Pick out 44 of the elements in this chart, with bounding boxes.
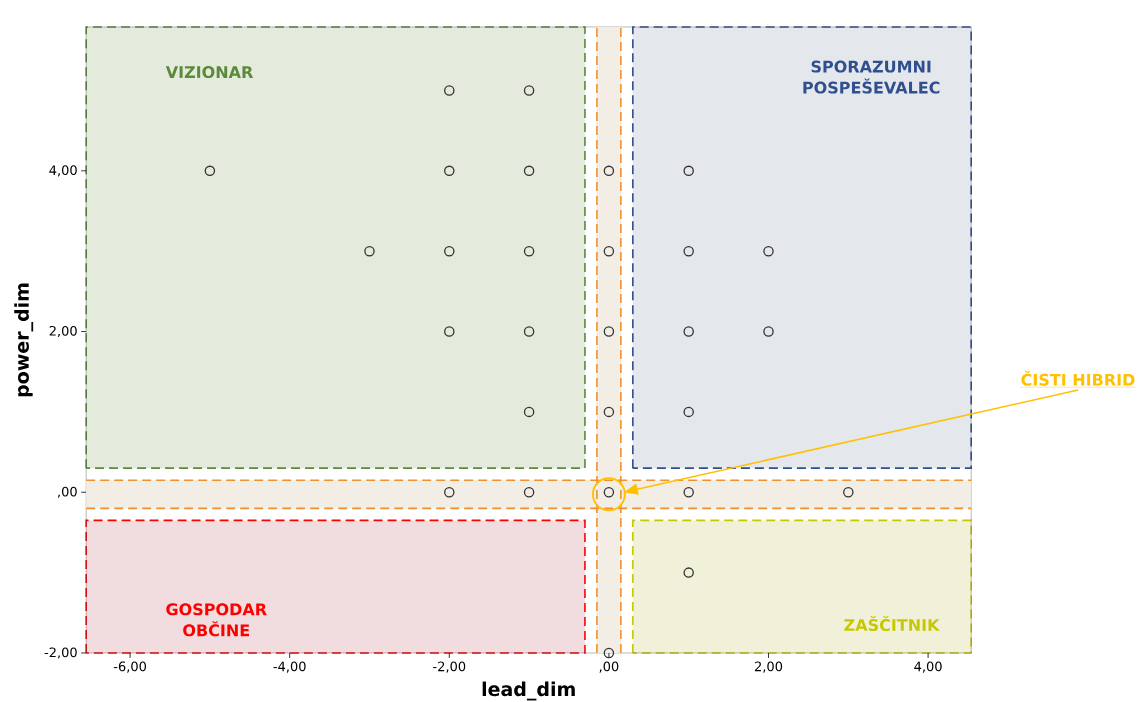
annotation: SPORAZUMNI POSPEŠEVALEC (803, 60, 940, 94)
point (763, 245, 774, 257)
point (444, 165, 455, 177)
point (364, 245, 375, 257)
point (523, 487, 535, 498)
annotation: ZAŠČITNIK (844, 616, 940, 632)
y-tick-label: 4,00 (49, 165, 77, 177)
point (444, 487, 455, 498)
point (843, 487, 854, 498)
point (523, 165, 535, 177)
point (204, 165, 216, 177)
text: ČISTI HIBRID (1021, 370, 1135, 386)
x-tick-label: 4,00 (914, 661, 942, 673)
x-tick-label: 2,00 (754, 661, 783, 673)
point (444, 85, 455, 96)
x-tick-label: ,00 (599, 661, 619, 673)
point (603, 245, 615, 257)
x-axis-title: lead_dim (482, 681, 575, 701)
y-tick-label: 2,00 (49, 325, 77, 338)
point (683, 245, 694, 257)
x-tick-label: -2,00 (433, 661, 466, 673)
point (444, 245, 455, 257)
x-tick-label: -6,00 (113, 661, 147, 673)
point (603, 165, 615, 177)
point (683, 165, 694, 177)
point (683, 487, 694, 498)
point (523, 245, 535, 257)
y-tick-label: -2,00 (44, 647, 77, 659)
point (603, 326, 615, 337)
annotation: GOSPODAR OBČINE (166, 603, 267, 637)
y-axis-title: power_dim (14, 283, 34, 397)
point (603, 406, 615, 418)
x-tick-label: -4,00 (273, 661, 306, 673)
point (763, 326, 774, 337)
y-tick-label: ,00 (57, 486, 77, 498)
point (683, 406, 694, 418)
point (444, 326, 455, 337)
point (523, 406, 535, 418)
point (683, 567, 694, 578)
point (523, 326, 535, 337)
point (603, 647, 615, 659)
point (683, 326, 694, 337)
annotation: VIZIONAR (165, 66, 254, 79)
point (523, 85, 535, 96)
